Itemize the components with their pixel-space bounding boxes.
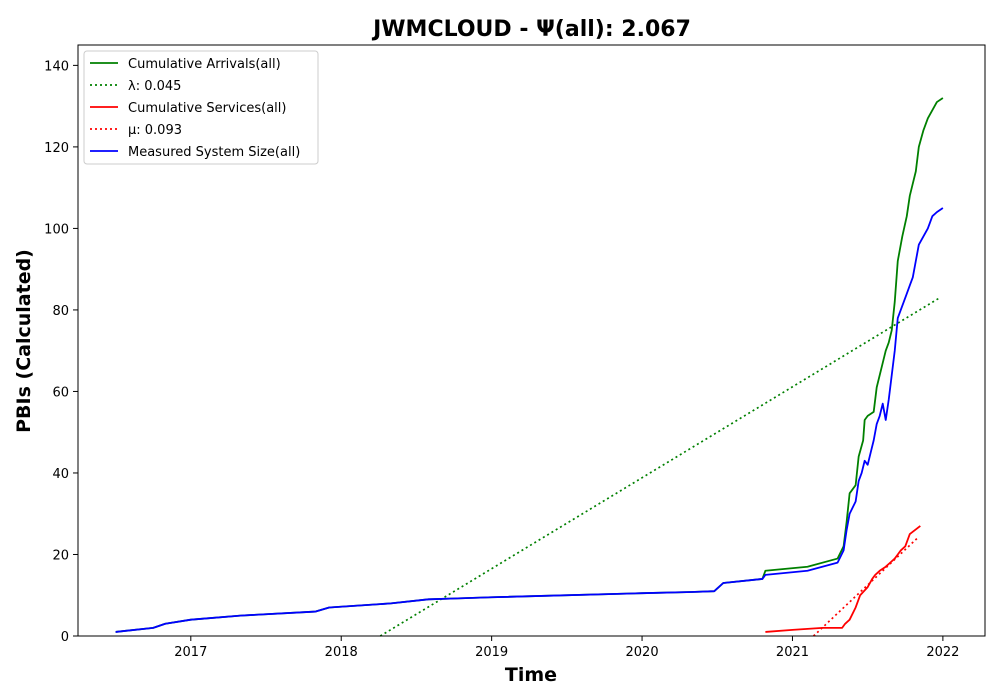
y-tick-label: 20 xyxy=(52,548,69,563)
y-tick-label: 140 xyxy=(44,59,69,74)
x-tick-label: 2019 xyxy=(475,645,508,660)
legend-label: Cumulative Services(all) xyxy=(128,101,286,116)
y-tick-label: 60 xyxy=(52,385,69,400)
y-tick-label: 120 xyxy=(44,141,69,156)
legend-label: Measured System Size(all) xyxy=(128,145,300,160)
legend-label: Cumulative Arrivals(all) xyxy=(128,57,281,72)
y-tick-label: 80 xyxy=(52,304,69,319)
y-tick-label: 0 xyxy=(61,630,69,645)
legend-label: μ: 0.093 xyxy=(128,123,182,138)
x-tick-label: 2018 xyxy=(325,645,358,660)
y-axis-label: PBIs (Calculated) xyxy=(13,249,35,433)
x-tick-label: 2020 xyxy=(626,645,659,660)
legend-label: λ: 0.045 xyxy=(128,79,181,94)
x-axis-label: Time xyxy=(505,664,557,686)
chart-title: JWMCLOUD - Ψ(all): 2.067 xyxy=(371,17,691,42)
legend: Cumulative Arrivals(all) λ: 0.045 Cumulati… xyxy=(84,51,318,164)
x-tick-label: 2017 xyxy=(174,645,207,660)
y-tick-label: 100 xyxy=(44,222,69,237)
y-tick-label: 40 xyxy=(52,467,69,482)
x-tick-label: 2022 xyxy=(926,645,959,660)
x-tick-label: 2021 xyxy=(776,645,809,660)
